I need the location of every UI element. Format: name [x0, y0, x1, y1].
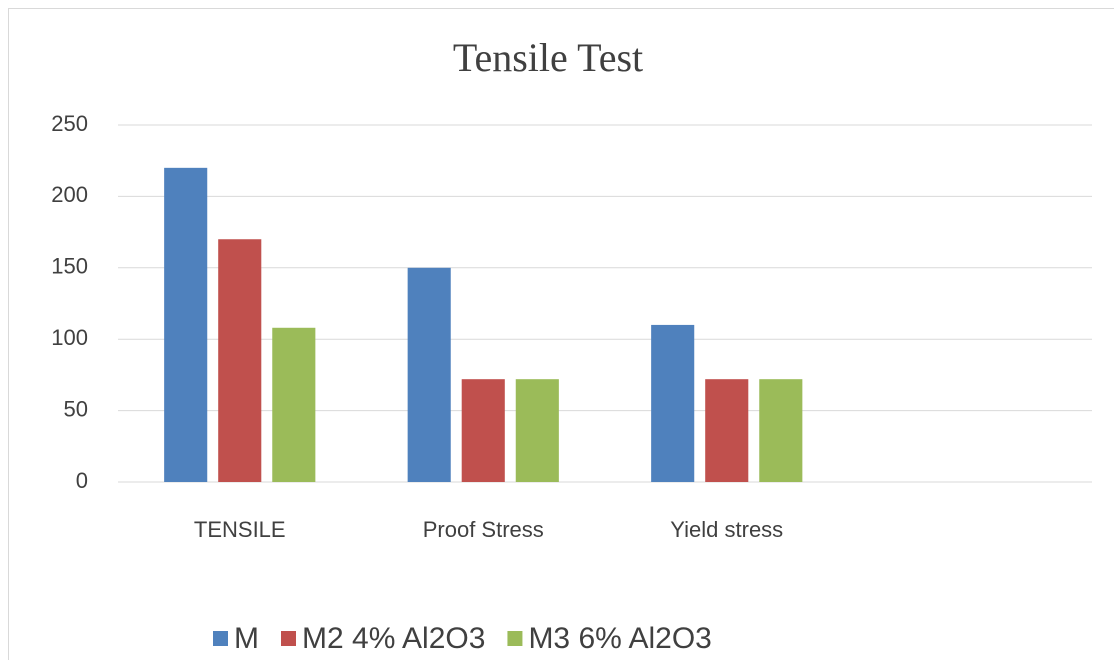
bar: [651, 324, 695, 482]
y-tick-label: 50: [64, 396, 88, 421]
bar: [461, 379, 505, 482]
x-tick-label: Proof Stress: [423, 517, 544, 542]
legend-label: M: [234, 622, 259, 655]
bar: [759, 379, 803, 482]
chart-title: Tensile Test: [453, 35, 643, 80]
y-tick-label: 100: [51, 325, 88, 350]
y-tick-label: 0: [76, 468, 88, 493]
legend-swatch: [281, 631, 296, 646]
legend-label: M3 6% Al2O3: [528, 622, 711, 655]
bar: [515, 379, 559, 482]
bar: [407, 267, 451, 482]
bar: [164, 167, 208, 482]
y-tick-label: 250: [51, 111, 88, 136]
x-tick-label: TENSILE: [194, 517, 286, 542]
legend-label: M2 4% Al2O3: [302, 622, 485, 655]
y-tick-label: 200: [51, 182, 88, 207]
bar: [218, 239, 262, 482]
legend-swatch: [507, 631, 523, 646]
bar: [272, 327, 316, 482]
bar: [705, 379, 749, 482]
legend-swatch: [213, 631, 228, 646]
x-tick-label: Yield stress: [670, 517, 783, 542]
y-tick-label: 150: [51, 254, 88, 279]
